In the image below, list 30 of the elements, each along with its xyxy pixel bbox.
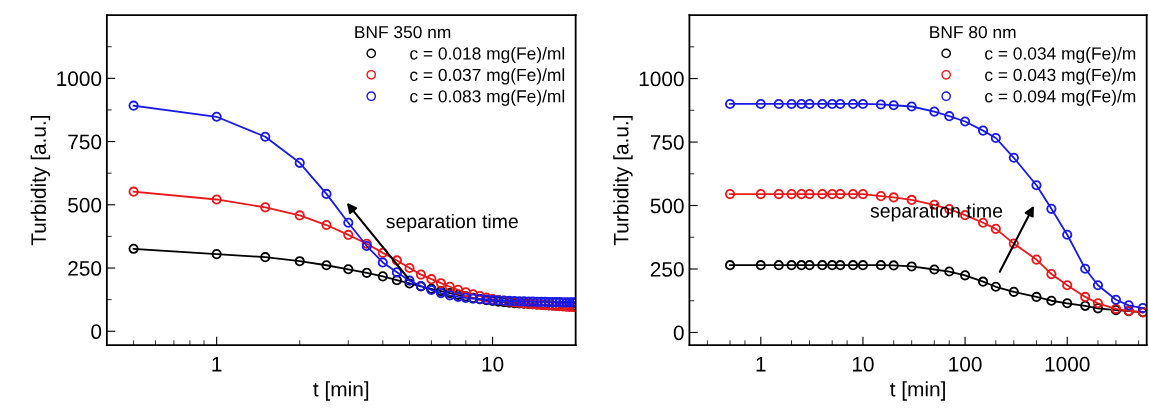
y-tick-label: 1000 [57,71,102,87]
x-axis-title: t [min] [313,381,369,401]
y-tick-label: 1000 [639,71,684,87]
legend-title: BNF 80 nm [930,25,1016,39]
x-tick-label: 10 [852,356,874,372]
y-tick-label: 500 [650,198,684,214]
y-axis-title: Turbidity [a.u.] [30,116,51,246]
x-tick-label: 10 [482,356,504,372]
x-tick-label: 1000 [1045,356,1090,372]
y-tick-label: 250 [68,261,102,276]
y-axis-title: Turbidity [a.u.] [613,116,633,246]
y-tick-label: 0 [91,324,102,340]
y-tick-label: 250 [650,262,684,277]
x-tick-label: 100 [949,356,982,372]
y-tick-label: 0 [673,325,684,341]
legend-label: c = 0.034 mg(Fe)/m [985,46,1136,64]
x-axis-title: t [min] [890,381,945,401]
y-tick-label: 750 [650,135,684,150]
annotation: separation time [870,203,1003,222]
y-tick-label: 500 [68,197,102,213]
x-tick-label: 1 [756,357,766,372]
legend-label: c = 0.018 mg(Fe)/ml [410,46,565,64]
annotation: separation time [386,213,518,233]
legend-title: BNF 350 nm [355,25,451,39]
legend-label: c = 0.043 mg(Fe)/m [985,68,1136,85]
y-tick-label: 750 [68,134,102,150]
legend-label: c = 0.094 mg(Fe)/m [985,89,1136,106]
legend-label: c = 0.037 mg(Fe)/ml [410,68,565,85]
legend-label: c = 0.083 mg(Fe)/ml [410,89,565,106]
x-tick-label: 1 [212,357,222,372]
